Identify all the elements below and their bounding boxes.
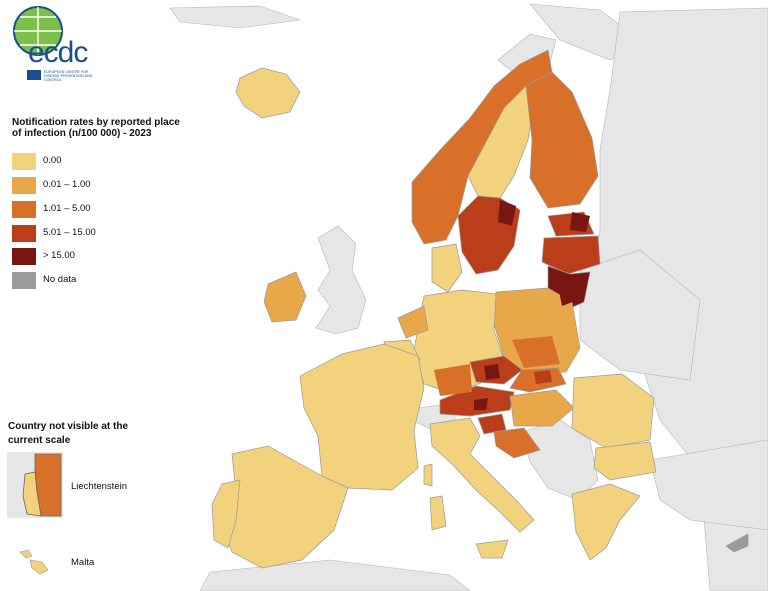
portugal [211, 479, 241, 549]
hotspot-austria [474, 398, 488, 410]
legend-label: 0.01 – 1.00 [43, 179, 91, 190]
hotspot-latvia-east [570, 212, 590, 232]
legend-swatch [12, 248, 36, 265]
finland [525, 71, 599, 209]
croatia [493, 427, 541, 459]
greece [571, 483, 641, 561]
liechtenstein-region-south [22, 471, 42, 517]
malta-main-island [29, 559, 49, 575]
poland [493, 287, 581, 375]
malta-island [19, 549, 33, 559]
liechtenstein-inset [7, 452, 63, 518]
latvia [541, 235, 601, 275]
legend-label: > 15.00 [43, 250, 75, 261]
uk [315, 225, 367, 335]
hotspot-sweden-east [498, 200, 516, 226]
hotspot-poland-south [512, 336, 560, 368]
corsica [423, 463, 433, 487]
legend-swatch [12, 153, 36, 170]
hotspot-germany-south [434, 364, 472, 396]
legend-label: 5.01 – 15.00 [43, 227, 96, 238]
italy [429, 417, 535, 533]
inset-title: Country not visible at the current scale [8, 421, 129, 446]
liechtenstein-inset-map [22, 453, 62, 517]
belarus-ukraine [579, 249, 701, 381]
legend-label: 1.01 – 5.00 [43, 203, 91, 214]
romania [571, 373, 655, 449]
legend-swatch [12, 201, 36, 218]
sicily [475, 539, 509, 559]
legend-swatch [12, 177, 36, 194]
hotspot-czechia [484, 364, 500, 380]
netherlands [397, 305, 429, 339]
cyprus [725, 533, 749, 553]
non-eu-land [169, 3, 768, 591]
ireland [263, 271, 307, 323]
greenland-fragment [169, 5, 301, 29]
malta-label: Malta [71, 557, 95, 568]
malta-inset-map [19, 549, 49, 575]
denmark [431, 243, 463, 293]
legend-swatch [12, 225, 36, 242]
liechtenstein-label: Liechtenstein [71, 481, 127, 492]
globe-grid-icon [14, 7, 62, 55]
france [299, 343, 425, 491]
ecdc-logo [13, 6, 63, 80]
hotspot-lithuania [556, 276, 578, 306]
legend-label: No data [43, 274, 77, 285]
logo-wordmark: ecdc [28, 36, 88, 69]
legend-label: 0.00 [43, 155, 62, 166]
sardinia [429, 495, 447, 531]
regional-hotspots [434, 200, 590, 410]
bulgaria [593, 441, 657, 481]
legend-title: Notification rates by reported place of … [12, 117, 180, 139]
slovenia [477, 413, 507, 435]
legend-swatch [12, 272, 36, 289]
iceland [235, 67, 301, 119]
hotspot-slovakia [534, 370, 552, 384]
logo-subtitle: EUROPEAN CENTRE FOR DISEASE PREVENTION A… [44, 70, 93, 82]
turkey [649, 439, 768, 531]
hungary [509, 389, 575, 427]
eu-flag-icon [27, 70, 41, 80]
north-africa [199, 559, 471, 591]
